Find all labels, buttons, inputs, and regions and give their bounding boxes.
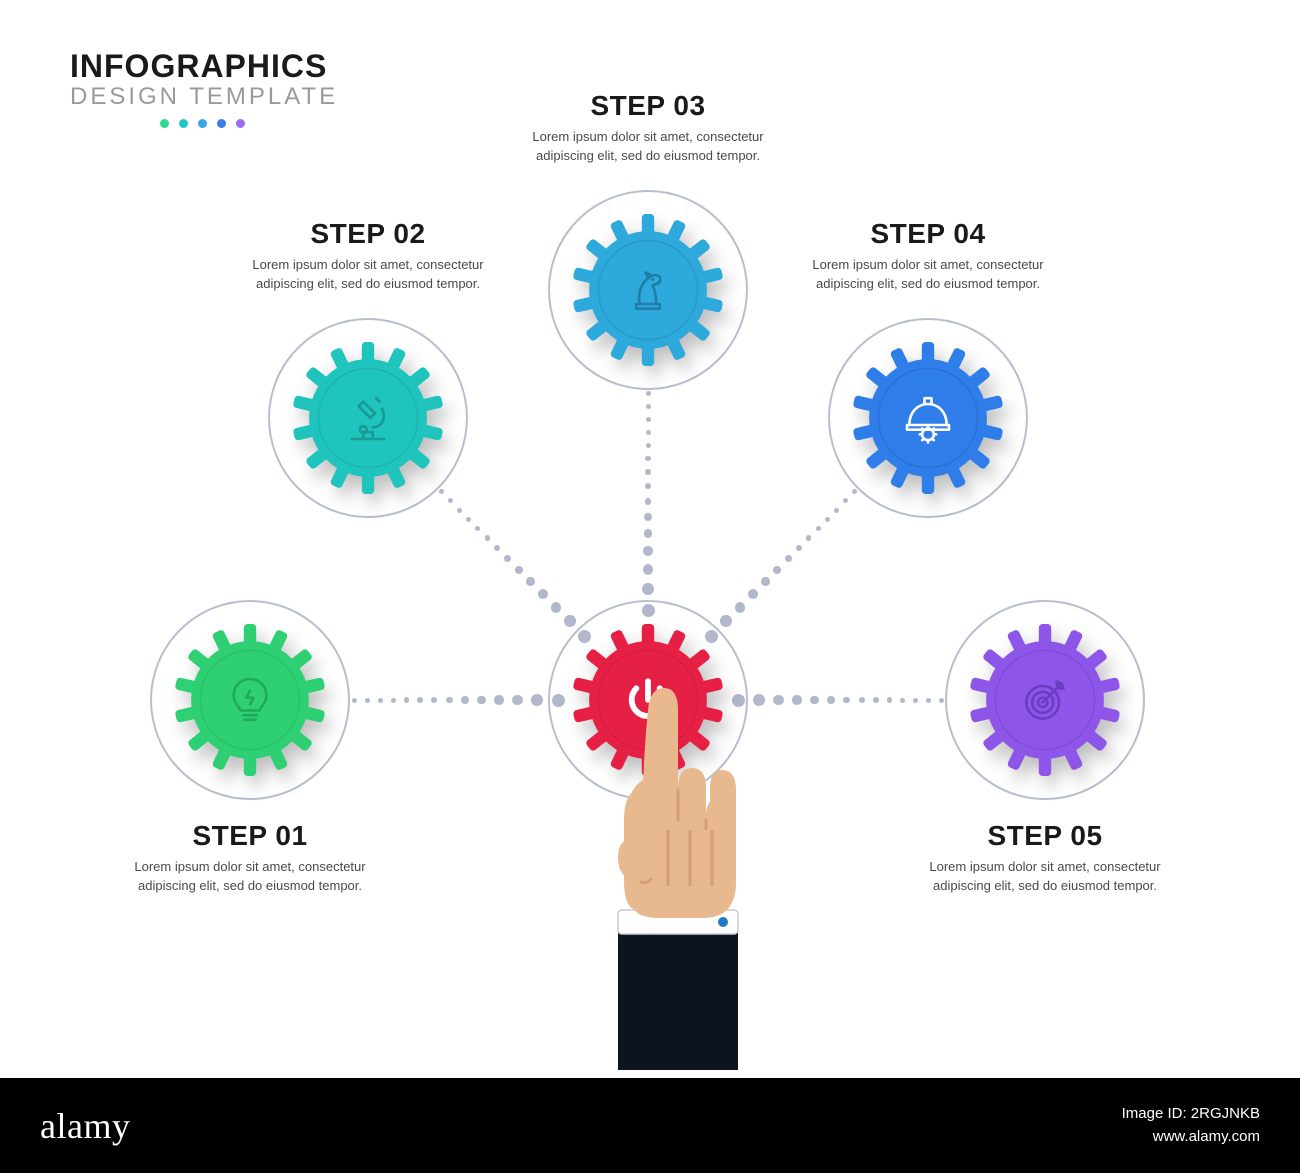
step-desc: Lorem ipsum dolor sit amet, consectetur … — [905, 858, 1185, 896]
step-04-node — [828, 318, 1028, 518]
step-02-text: STEP 02 Lorem ipsum dolor sit amet, conse… — [228, 218, 508, 294]
step-title: STEP 02 — [228, 218, 508, 250]
microscope-icon — [340, 390, 396, 446]
step-01-node — [150, 600, 350, 800]
step-title: STEP 03 — [508, 90, 788, 122]
step-desc: Lorem ipsum dolor sit amet, consectetur … — [508, 128, 788, 166]
step-desc: Lorem ipsum dolor sit amet, consectetur … — [788, 256, 1068, 294]
step-02-node — [268, 318, 468, 518]
step-desc: Lorem ipsum dolor sit amet, consectetur … — [110, 858, 390, 896]
diagram-canvas: STEP 01 Lorem ipsum dolor sit amet, conse… — [0, 0, 1300, 1080]
step-03-node — [548, 190, 748, 390]
hardhat-gear-icon — [900, 390, 956, 446]
step-title: STEP 05 — [905, 820, 1185, 852]
footer-right: Image ID: 2RGJNKB www.alamy.com — [1122, 1103, 1260, 1148]
step-04-text: STEP 04 Lorem ipsum dolor sit amet, conse… — [788, 218, 1068, 294]
footer-image-id: Image ID: 2RGJNKB — [1122, 1103, 1260, 1126]
chess-knight-icon — [620, 262, 676, 318]
step-05-text: STEP 05 Lorem ipsum dolor sit amet, conse… — [905, 820, 1185, 896]
power-icon — [620, 672, 676, 728]
step-title: STEP 01 — [110, 820, 390, 852]
step-03-text: STEP 03 Lorem ipsum dolor sit amet, conse… — [508, 90, 788, 166]
footer: alamy Image ID: 2RGJNKB www.alamy.com — [0, 1078, 1300, 1173]
target-icon — [1017, 672, 1073, 728]
footer-brand: alamy — [40, 1105, 130, 1147]
lightbulb-icon — [222, 672, 278, 728]
step-title: STEP 04 — [788, 218, 1068, 250]
step-05-node — [945, 600, 1145, 800]
center-node — [548, 600, 748, 800]
step-01-text: STEP 01 Lorem ipsum dolor sit amet, conse… — [110, 820, 390, 896]
step-desc: Lorem ipsum dolor sit amet, consectetur … — [228, 256, 508, 294]
footer-url: www.alamy.com — [1122, 1126, 1260, 1149]
